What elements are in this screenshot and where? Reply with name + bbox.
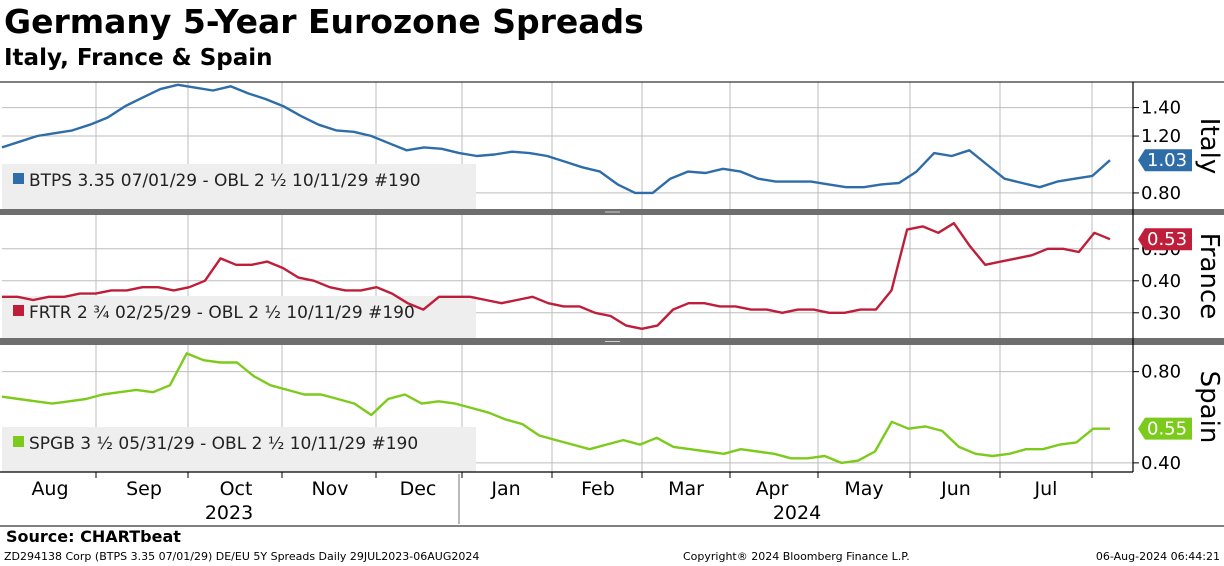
x-tick-label-nov: Nov [311,478,348,500]
x-tick-label-jul: Jul [1034,478,1058,500]
x-tick-label-jun: Jun [940,478,971,500]
italy-tick-label-2: 1.40 [1141,98,1181,119]
france-tick-label-1: 0.40 [1141,271,1181,292]
france-legend-swatch [13,305,24,316]
x-tick-label-jan: Jan [490,478,520,500]
grid-layer [2,82,1133,472]
france-last-value-text: 0.53 [1147,229,1187,250]
legend-layer: BTPS 3.35 07/01/29 - OBL 2 ½ 10/11/29 #1… [2,164,476,472]
x-tick-label-aug: Aug [31,478,68,500]
italy-legend-label: BTPS 3.35 07/01/29 - OBL 2 ½ 10/11/29 #1… [29,171,421,191]
italy-series-line [1,83,1111,195]
chart-subtitle: Italy, France & Spain [4,45,273,71]
footer-timestamp: 06-Aug-2024 06:44:21 [1095,550,1220,563]
france-tick-label-0: 0.30 [1141,303,1181,324]
italy-tick-label-1: 1.20 [1141,126,1181,147]
france-last-value-badge [1138,228,1192,251]
italy-last-value-text: 1.03 [1147,150,1187,171]
spain-series-line [1,352,1110,465]
spain-legend-box [2,427,476,472]
x-tick-label-dec: Dec [400,478,437,500]
france-panel-label: France [1194,233,1224,319]
x-tick-label-mar: Mar [668,478,704,500]
footer-copyright: Copyright® 2024 Bloomberg Finance L.P. [683,550,910,563]
source-note: Source: CHARTbeat [6,527,181,546]
italy-last-value-badge [1138,149,1192,172]
year-label-2023: 2023 [205,502,253,524]
spain-tick-label-1: 0.80 [1141,362,1181,383]
x-tick-label-apr: Apr [756,478,789,500]
italy-panel-label: Italy [1194,118,1224,174]
year-label-2024: 2024 [773,502,821,524]
spain-tick-label-0: 0.40 [1141,453,1181,474]
france-series-line [2,221,1111,330]
italy-tick-label-0: 0.80 [1141,183,1181,204]
spain-last-value-badge [1138,417,1192,440]
axis-layer: 0.801.201.401.03Italy0.300.400.500.53Fra… [0,81,1224,527]
spain-last-value-text: 0.55 [1147,419,1187,440]
italy-legend-box [2,164,476,209]
italy-legend-swatch [13,173,24,184]
spain-legend-label: SPGB 3 ½ 05/31/29 - OBL 2 ½ 10/11/29 #19… [29,434,418,454]
x-tick-label-feb: Feb [581,478,615,500]
x-tick-label-may: May [844,478,883,500]
spain-legend-swatch [13,436,24,447]
footer-ticker-info: ZD294138 Corp (BTPS 3.35 07/01/29) DE/EU… [4,550,480,563]
france-legend-box [2,296,476,341]
chart-title: Germany 5-Year Eurozone Spreads [4,2,644,41]
x-tick-label-sep: Sep [126,478,162,500]
spain-panel-label: Spain [1194,371,1224,444]
series-layer [1,83,1111,465]
x-tick-label-oct: Oct [220,478,253,500]
france-legend-label: FRTR 2 ¾ 02/25/29 - OBL 2 ½ 10/11/29 #19… [29,303,415,323]
